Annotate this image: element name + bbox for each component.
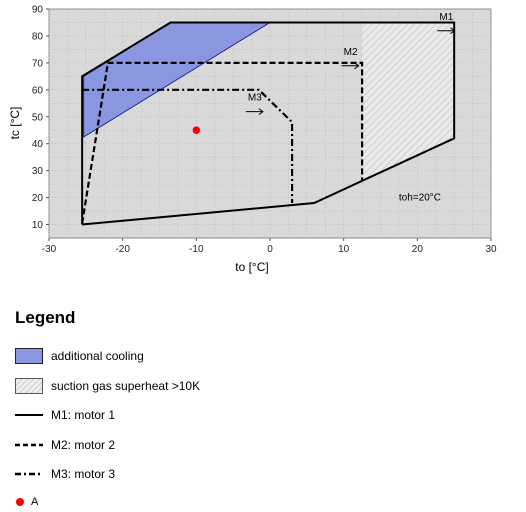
- legend-item-point-a: A: [15, 492, 38, 512]
- series-line-motor-1: [81, 21, 456, 226]
- series-line-motor-3: [82, 88, 294, 203]
- legend-item-motor-2: M2: motor 2: [15, 435, 115, 455]
- y-tick-label: 50: [32, 112, 44, 123]
- legend-label: M1: motor 1: [51, 408, 116, 422]
- envelope-chart: M1 M2 M3 toh=20°C -30 -20 -10 0 10 20 30 10 20 30 40 5…: [8, 5, 497, 275]
- y-tick-label: 20: [32, 193, 44, 204]
- annotation-arrowhead: [450, 27, 456, 35]
- y-tick-label: 80: [32, 31, 44, 42]
- x-tick-label: -20: [115, 244, 130, 255]
- y-tick-label: 40: [32, 139, 44, 150]
- legend-item-motor-3: M3: motor 3: [15, 464, 115, 484]
- legend-red-dot: [16, 498, 24, 506]
- point-a: [192, 126, 201, 135]
- x-axis-title: to [°C]: [235, 260, 268, 274]
- annotation-label: M3: [248, 93, 262, 104]
- x-tick-label: 30: [485, 244, 497, 255]
- legend-label: M2: motor 2: [51, 438, 116, 452]
- legend-line-dashdot: [15, 472, 43, 476]
- y-tick-label: 70: [32, 58, 44, 69]
- tick-labels: -30 -20 -10 0 10 20 30 10 20 30 40 50 60 70 80 90: [32, 5, 497, 256]
- y-axis-title: tc [°C]: [8, 107, 22, 140]
- annotations: M1 M2 M3 toh=20°C: [245, 12, 456, 203]
- legend-item-motor-1: M1: motor 1: [15, 405, 115, 425]
- annotation-label: M2: [344, 47, 358, 58]
- x-tick-label: 20: [412, 244, 424, 255]
- legend-label: A: [31, 496, 39, 508]
- legend-line-solid: [15, 414, 43, 416]
- legend-label: M3: motor 3: [51, 467, 116, 481]
- y-tick-label: 30: [32, 166, 44, 177]
- legend-item-additional-cooling: additional cooling: [15, 346, 144, 366]
- series: [81, 21, 456, 226]
- annotation-label: M1: [439, 12, 453, 23]
- legend-swatch-cooling: [15, 348, 43, 364]
- legend-title: Legend: [15, 308, 76, 327]
- series-line-motor-2: [81, 61, 364, 224]
- y-tick-label: 10: [32, 220, 44, 231]
- region-suction-gas-superheat: [362, 22, 455, 182]
- legend-swatch-superheat: [15, 378, 43, 394]
- annotation-label: toh=20°C: [399, 192, 441, 203]
- x-tick-label: -10: [189, 244, 204, 255]
- y-tick-label: 60: [32, 85, 44, 96]
- annotation-arrowhead: [354, 62, 360, 70]
- x-tick-label: -30: [42, 244, 57, 255]
- legend-line-dashed: [15, 443, 43, 447]
- annotation-arrowhead: [258, 108, 264, 115]
- x-tick-label: 0: [267, 244, 273, 255]
- x-tick-label: 10: [338, 244, 350, 255]
- y-tick-label: 90: [32, 5, 44, 16]
- legend-label: suction gas superheat >10K: [51, 379, 201, 393]
- legend-label: additional cooling: [51, 349, 144, 363]
- legend-item-superheat: suction gas superheat >10K: [15, 376, 200, 396]
